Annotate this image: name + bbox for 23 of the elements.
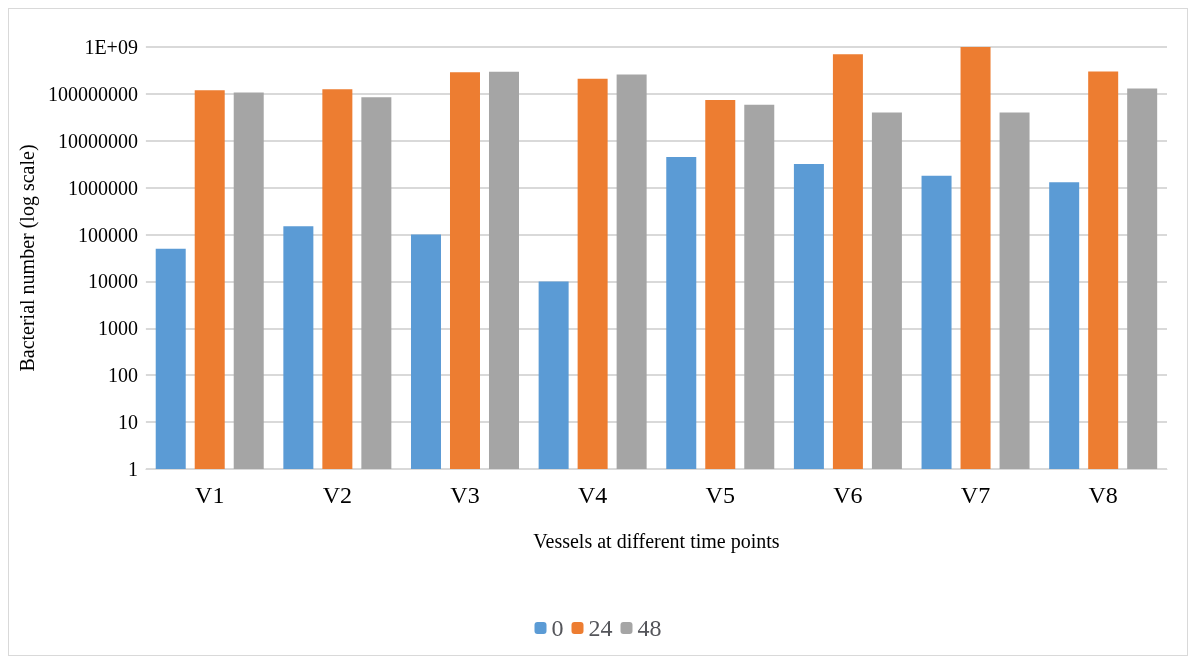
y-tick-label: 10 [117,411,138,434]
y-tick-label: 10000000 [57,129,138,152]
x-axis-title: Vessels at different time points [533,530,780,553]
x-tick-label: V5 [705,482,735,508]
legend-label: 0 [551,615,564,641]
y-tick-label: 1000 [97,317,138,340]
y-tick-label: 1 [127,458,138,480]
x-tick-label: V7 [960,482,991,508]
x-tick-label: V3 [450,482,480,508]
y-tick-label: 1E+09 [84,36,138,58]
y-axis-title: Bacterial number (log scale) [16,144,39,372]
x-tick-label: V1 [195,482,225,508]
y-tick-label: 100000000 [47,82,138,105]
y-tick-label: 1000000 [67,176,138,199]
x-tick-label: V6 [833,482,863,508]
y-tick-label: 100 [107,364,138,387]
x-tick-label: V2 [322,482,353,508]
x-tick-label: V4 [577,482,608,508]
y-tick-label: 10000 [87,270,138,293]
x-tick-label: V8 [1088,482,1118,508]
y-tick-label: 100000 [77,223,138,246]
legend-label: 48 [637,615,662,641]
legend-label: 24 [588,615,613,641]
